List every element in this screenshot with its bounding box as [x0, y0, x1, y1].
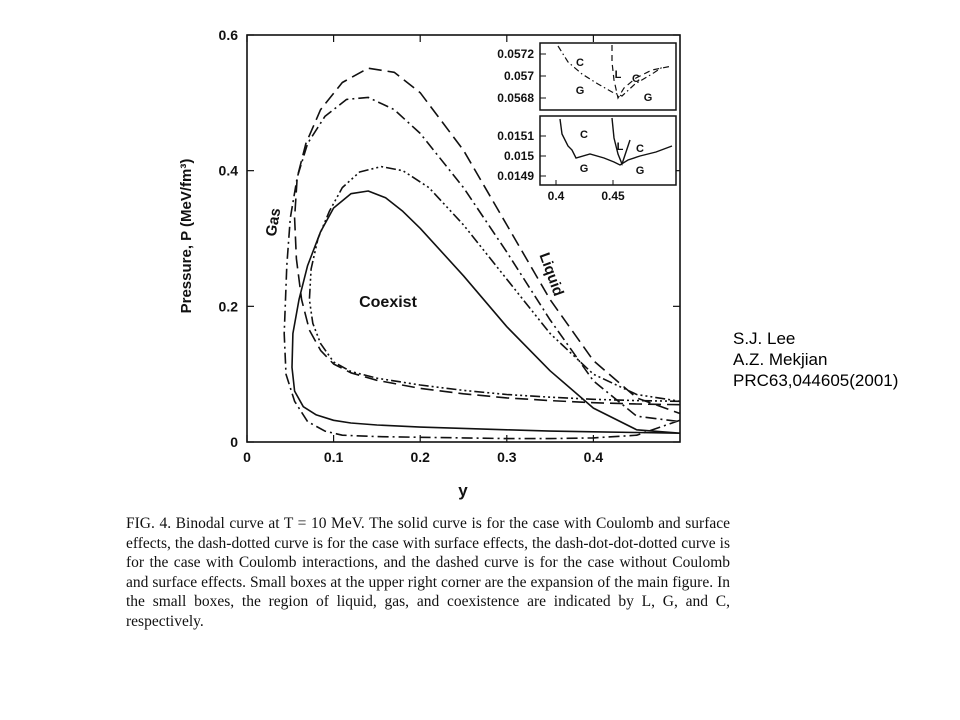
inset-bottom-frame: [539, 115, 677, 186]
inset-top-ytick: 0.0568: [497, 91, 534, 105]
inset-bottom-region-label: G: [580, 163, 589, 175]
inset-top-ytick: 0.0572: [497, 47, 534, 61]
inset-bottom-solid-curve: [559, 118, 673, 166]
series-line-dash-dot: [283, 96, 681, 440]
caption-text: Binodal curve at T = 10 MeV. The solid c…: [126, 515, 731, 630]
series-line-dash-dot-dot-dot: [308, 165, 681, 403]
series-line-dashed: [293, 67, 681, 415]
y-tick-label: 0.6: [219, 27, 239, 43]
caption-label: FIG. 4.: [126, 515, 172, 532]
inset-bottom-ytick: 0.0151: [497, 129, 534, 143]
binodal-chart: 0 0.1 0.2 0.3 0.4 0 0.2 0.4 0.6 y Pressure, P (…: [178, 27, 681, 500]
x-tick-label: 0.2: [410, 449, 430, 465]
y-tick-label: 0: [230, 434, 238, 450]
inset-top-region-label: C: [632, 73, 640, 85]
inset-top-region-label: G: [576, 85, 585, 97]
y-axis-label: Pressure, P (MeV/fm³): [178, 159, 195, 314]
figure-caption: FIG. 4. Binodal curve at T = 10 MeV. The…: [126, 514, 730, 632]
plot-frame: [246, 34, 681, 443]
x-tick-label: 0.4: [584, 449, 604, 465]
series-layer: [283, 67, 681, 440]
inset-bottom-region-label: C: [636, 143, 644, 155]
series-line-solid: [291, 190, 681, 434]
y-tick-label: 0.4: [219, 163, 239, 179]
y-tick-label: 0.2: [219, 298, 239, 314]
annotation-coexist: Coexist: [359, 294, 417, 311]
credit-reference: PRC63,044605(2001): [733, 371, 899, 390]
inset-bottom-solid-curve: [611, 117, 631, 167]
x-tick-label: 0.1: [324, 449, 344, 465]
inset-bottom-region-label: G: [636, 165, 645, 177]
x-tick-label: 0: [243, 449, 251, 465]
inset-top-ytick: 0.057: [504, 69, 534, 83]
inset-top-region-label: G: [644, 92, 653, 104]
x-tick-label: 0.3: [497, 449, 517, 465]
inset-bottom-xtick: 0.45: [601, 189, 625, 203]
y-axis-ticks: 0 0.2 0.4 0.6: [219, 27, 680, 450]
inset-top-frame: [539, 42, 677, 111]
inset-bottom-region-label: C: [580, 129, 588, 141]
x-axis-ticks: 0 0.1 0.2 0.3 0.4: [243, 35, 603, 465]
inset-bottom-ytick: 0.0149: [497, 169, 534, 183]
inset-bottom-xtick: 0.4: [548, 189, 565, 203]
inset-top-dashdot-curve: [557, 45, 665, 97]
annotation-liquid: Liquid: [536, 250, 567, 298]
credit-block: S.J. Lee A.Z. Mekjian PRC63,044605(2001): [733, 328, 898, 391]
credit-author-1: S.J. Lee: [733, 329, 796, 348]
inset-top-dashed-curve: [611, 45, 673, 100]
x-axis-label: y: [458, 481, 468, 500]
inset-top-region-label: C: [576, 57, 584, 69]
inset-bottom: 0.0151 0.015 0.0149 C L C G G 0.4 0.45: [497, 115, 677, 203]
inset-top: 0.0572 0.057 0.0568 C L C G G: [497, 42, 677, 111]
inset-bottom-ytick: 0.015: [504, 149, 534, 163]
inset-bottom-region-label: L: [617, 141, 624, 153]
credit-author-2: A.Z. Mekjian: [733, 350, 828, 369]
inset-top-region-label: L: [615, 69, 622, 81]
annotation-gas: Gas: [263, 207, 285, 238]
